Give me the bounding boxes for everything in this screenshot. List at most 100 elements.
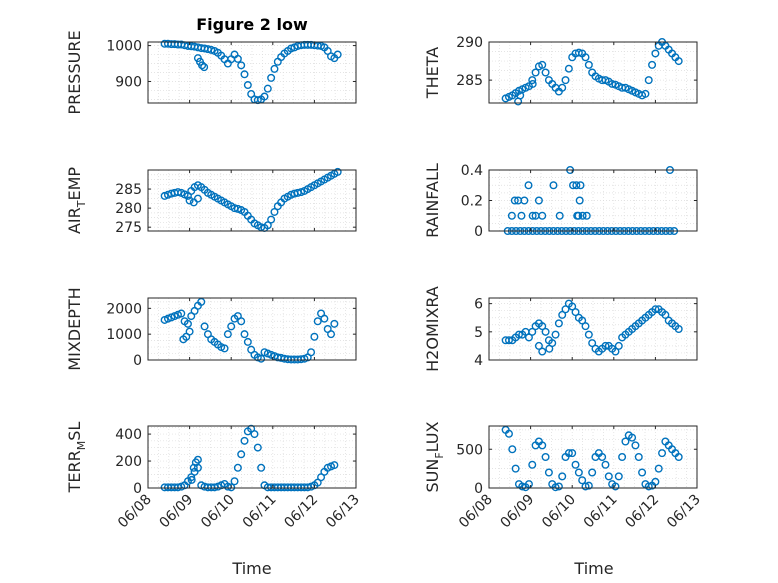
data-point: [193, 194, 202, 203]
data-point: [551, 483, 560, 492]
data-point: [571, 460, 580, 469]
data-point: [263, 84, 272, 93]
data-point: [508, 445, 517, 454]
data-point: [237, 61, 246, 70]
data-point: [631, 441, 640, 450]
y-axis-label: PRESSURE: [65, 30, 84, 114]
y-axis-label: THETA: [423, 47, 442, 99]
x-axis-label-left: Time: [231, 559, 271, 578]
y-tick-label: 0.2: [461, 194, 483, 210]
data-point: [611, 482, 620, 491]
data-point: [243, 337, 252, 346]
data-point: [584, 481, 593, 490]
y-tick-label: 285: [456, 73, 483, 89]
y-tick-label: 0: [133, 353, 142, 369]
data-point: [183, 319, 192, 328]
panel-mixdepth: 0 1000 2000 MIXDEPTH: [65, 287, 357, 371]
data-point: [568, 302, 577, 311]
data-point: [654, 464, 663, 473]
data-point: [240, 70, 249, 79]
data-point: [569, 181, 578, 190]
y-tick-label: 290: [456, 35, 483, 51]
data-point: [564, 449, 573, 458]
data-point: [674, 325, 683, 334]
data-point: [237, 450, 246, 459]
axes-box: [147, 169, 357, 232]
data-point: [571, 308, 580, 317]
y-tick-label: 0: [474, 481, 483, 497]
data-point: [538, 441, 547, 450]
data-point: [193, 455, 202, 464]
data-point: [240, 330, 249, 339]
data-point: [504, 336, 513, 345]
data-point: [177, 309, 186, 318]
data-point: [198, 61, 207, 70]
data-point: [644, 76, 653, 85]
data-point: [568, 449, 577, 458]
y-axis-label: MIXDEPTH: [65, 287, 84, 370]
axes-box: [147, 425, 357, 489]
data-point: [584, 330, 593, 339]
data-point: [644, 482, 653, 491]
y-tick-label: 900: [115, 74, 142, 90]
data-point: [578, 211, 587, 220]
y-tick-label: 4: [474, 353, 483, 369]
data-point: [541, 453, 550, 462]
data-point: [307, 348, 316, 357]
data-point: [638, 468, 647, 477]
data-point: [551, 330, 560, 339]
data-point: [227, 322, 236, 331]
y-tick-label: 500: [456, 442, 483, 458]
data-point: [320, 314, 329, 323]
data-point: [327, 330, 336, 339]
data-point: [267, 73, 276, 82]
data-point: [511, 464, 520, 473]
data-point: [524, 333, 533, 342]
data-point: [333, 167, 342, 176]
data-point: [661, 310, 670, 319]
data-point: [517, 211, 526, 220]
y-axis-label: SUNFLUX: [423, 421, 446, 492]
data-point: [504, 429, 513, 438]
data-point: [173, 188, 182, 197]
data-point: [608, 79, 617, 88]
data-point: [581, 482, 590, 491]
axes-box: [488, 41, 698, 104]
panels-container: 900 1000 PRESSURE 285 290 THETA 275 280 285 AIRTE…: [65, 30, 704, 531]
x-axis-label-right: Time: [573, 559, 613, 578]
data-point: [614, 472, 623, 481]
data-point: [555, 211, 564, 220]
data-point: [534, 196, 543, 205]
axes-box: [147, 297, 357, 361]
data-point: [223, 330, 232, 339]
y-tick-label: 280: [115, 201, 142, 217]
data-point: [588, 339, 597, 348]
data-point: [581, 322, 590, 331]
data-point: [674, 453, 683, 462]
data-point: [534, 341, 543, 350]
data-point: [611, 347, 620, 356]
data-point: [582, 211, 591, 220]
data-point: [528, 76, 537, 85]
data-point: [651, 305, 660, 314]
data-point: [507, 211, 516, 220]
data-point: [528, 327, 537, 336]
data-point: [230, 477, 239, 486]
y-tick-label: 0: [133, 481, 142, 497]
data-point: [561, 76, 570, 85]
data-point: [197, 297, 206, 306]
data-point: [330, 319, 339, 328]
panel-theta: 285 290 THETA: [423, 35, 698, 106]
y-axis-label: RAINFALL: [423, 163, 442, 238]
data-point: [628, 433, 637, 442]
data-point: [601, 341, 610, 350]
data-point: [561, 305, 570, 314]
y-tick-label: 0: [474, 224, 483, 240]
axes-box: [147, 41, 357, 104]
data-point: [549, 181, 558, 190]
panel-h2omixra: 4 5 6 H2OMIXRA: [423, 286, 698, 372]
data-point: [287, 44, 296, 53]
axes-box: [488, 297, 698, 361]
data-point: [576, 181, 585, 190]
